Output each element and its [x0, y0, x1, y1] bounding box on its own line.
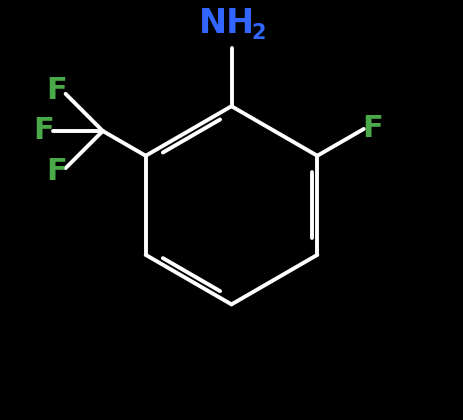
Text: NH: NH [199, 7, 256, 40]
Text: F: F [33, 116, 54, 145]
Text: F: F [46, 76, 67, 105]
Text: 2: 2 [251, 24, 266, 43]
Text: F: F [46, 157, 67, 186]
Text: F: F [363, 114, 383, 143]
